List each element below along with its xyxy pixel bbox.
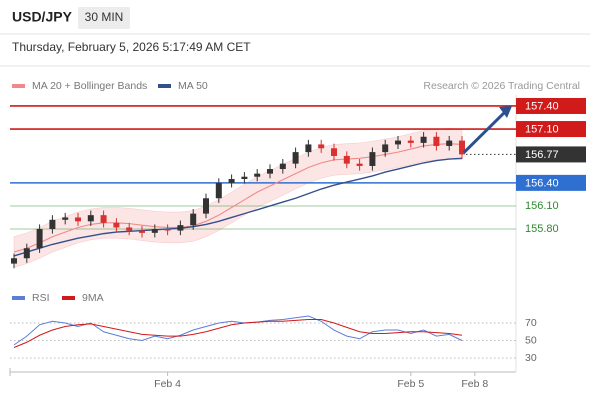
timestamp: Thursday, February 5, 2026 5:17:49 AM CE… — [12, 40, 251, 54]
legend-swatch — [62, 296, 75, 300]
candle-body — [395, 140, 401, 145]
candle-body — [164, 229, 171, 231]
bollinger-band — [13, 127, 463, 268]
candle-body — [113, 222, 120, 228]
candle-body — [87, 215, 94, 222]
candle-body — [151, 229, 158, 233]
level-box — [516, 121, 586, 138]
level-label: 157.40 — [525, 100, 559, 112]
legend-label: MA 20 + Bollinger Bands — [32, 80, 147, 92]
level-box — [516, 97, 586, 114]
level-label: 155.80 — [525, 223, 559, 235]
x-tick-label: Feb 5 — [397, 378, 424, 390]
y-tick-label: 50 — [525, 334, 537, 346]
candle-body — [126, 227, 133, 231]
legend-swatch — [12, 296, 25, 300]
level-label: 156.40 — [525, 177, 559, 189]
candle-body — [241, 176, 248, 180]
candle-body — [203, 198, 209, 214]
candle-body — [139, 230, 145, 233]
candle-body — [446, 140, 453, 146]
moving-average — [13, 143, 463, 253]
symbol: USD/JPY — [12, 9, 73, 25]
timeframe: 30 MIN — [85, 10, 124, 24]
candle-body — [356, 163, 363, 166]
x-tick-label: Feb 8 — [461, 378, 488, 390]
candle-body — [36, 229, 43, 249]
candle-body — [382, 144, 389, 153]
candle-body — [407, 140, 414, 143]
legend-label: 9MA — [82, 292, 104, 304]
candle-body — [49, 219, 56, 230]
candle-body — [23, 248, 30, 259]
candle-body — [215, 182, 222, 199]
legend-label: MA 50 — [178, 80, 208, 92]
credit: Research © 2026 Trading Central — [423, 80, 580, 92]
level-box — [516, 174, 586, 191]
level-label: 156.77 — [525, 149, 559, 161]
candle-body — [459, 140, 465, 155]
candle-body — [292, 152, 299, 164]
candle-body — [331, 148, 337, 156]
x-tick-label: Feb 4 — [154, 378, 181, 390]
candle-body — [177, 225, 184, 231]
candle-body — [254, 173, 261, 177]
candle-body — [279, 163, 286, 170]
timeframe-box — [78, 7, 130, 29]
candle-body — [75, 217, 81, 222]
forecast-arrow — [462, 110, 507, 154]
y-tick-label: 30 — [525, 352, 537, 364]
candle-body — [420, 136, 427, 143]
candle-body — [267, 169, 273, 174]
candle-body — [62, 217, 69, 220]
candle-body — [100, 215, 107, 223]
legend-swatch — [158, 84, 171, 88]
candle-body — [305, 144, 312, 153]
forecast-arrowhead — [499, 105, 512, 118]
candle-body — [190, 213, 197, 226]
legend-swatch — [12, 84, 25, 88]
candle-body — [318, 144, 325, 149]
indicator-line — [13, 319, 463, 348]
candle-body — [433, 136, 440, 146]
level-box — [516, 146, 586, 163]
legend-label: RSI — [32, 292, 50, 304]
candle-body — [11, 258, 17, 264]
candle-body — [343, 155, 350, 164]
candle-body — [369, 152, 376, 166]
y-tick-label: 70 — [525, 317, 537, 329]
moving-average — [13, 157, 463, 257]
level-label: 156.10 — [525, 200, 559, 212]
candle-body — [228, 179, 235, 183]
level-label: 157.10 — [525, 123, 559, 135]
